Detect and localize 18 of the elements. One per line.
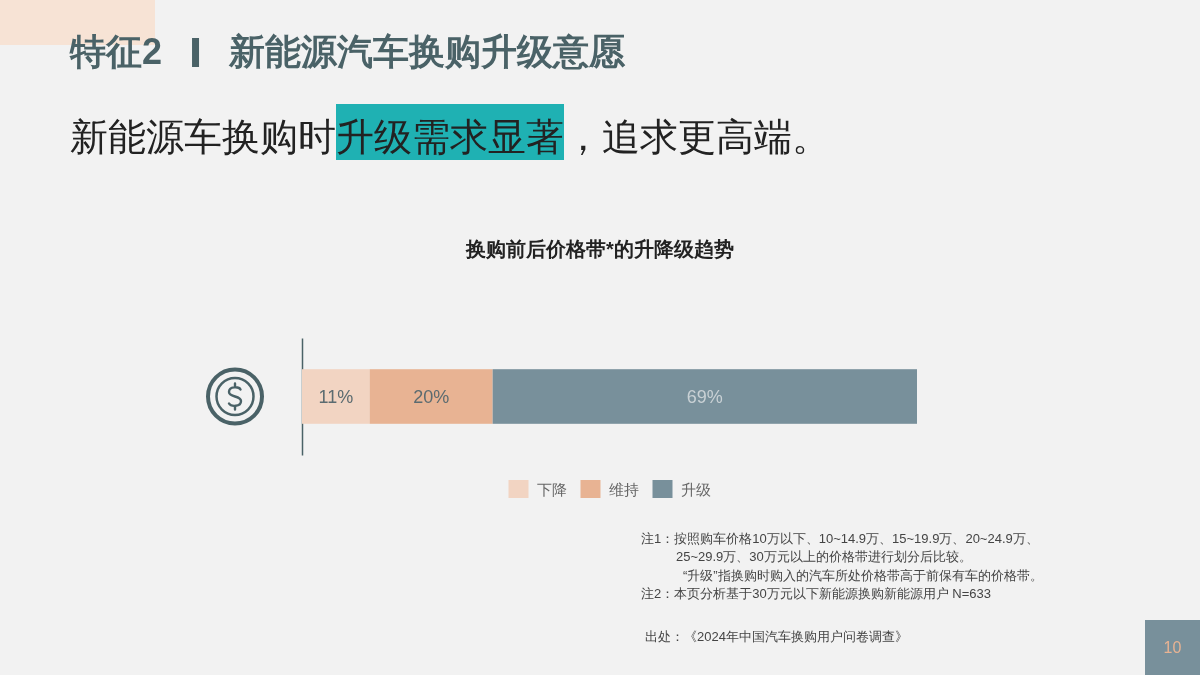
text: 新能源车换购时 [70,116,336,158]
text: 新能源汽车换购升级意愿 [228,31,627,72]
legend-label: 维持 [608,481,639,498]
text: 特征2 [69,31,163,72]
data-label: 69% [686,386,723,407]
text: 25~29.9万、30万元以上的价格带进行划分后比较。 [676,549,972,564]
data-label: 11% [318,386,354,407]
text: 10 [1163,639,1182,656]
chart-title: 换购前后价格带*的升降级趋势 [465,238,734,260]
legend-label: 下降 [536,481,567,498]
text: ，追求更高端。 [564,116,830,158]
legend-label: 升级 [680,481,711,498]
text: “升级”指换购时购入的汽车所处价格带高于前保有车的价格带。 [683,568,1043,583]
text: 注2：本页分析基于30万元以下新能源换购新能源用户 N=633 [641,586,991,601]
text: 升级需求显著 [336,116,564,158]
text: 出处：《2024年中国汽车换购用户问卷调查》 [645,629,908,644]
text: 注1：按照购车价格10万以下、10~14.9万、15~19.9万、20~24.9万、 [641,531,1039,546]
data-label: 20% [413,386,450,407]
